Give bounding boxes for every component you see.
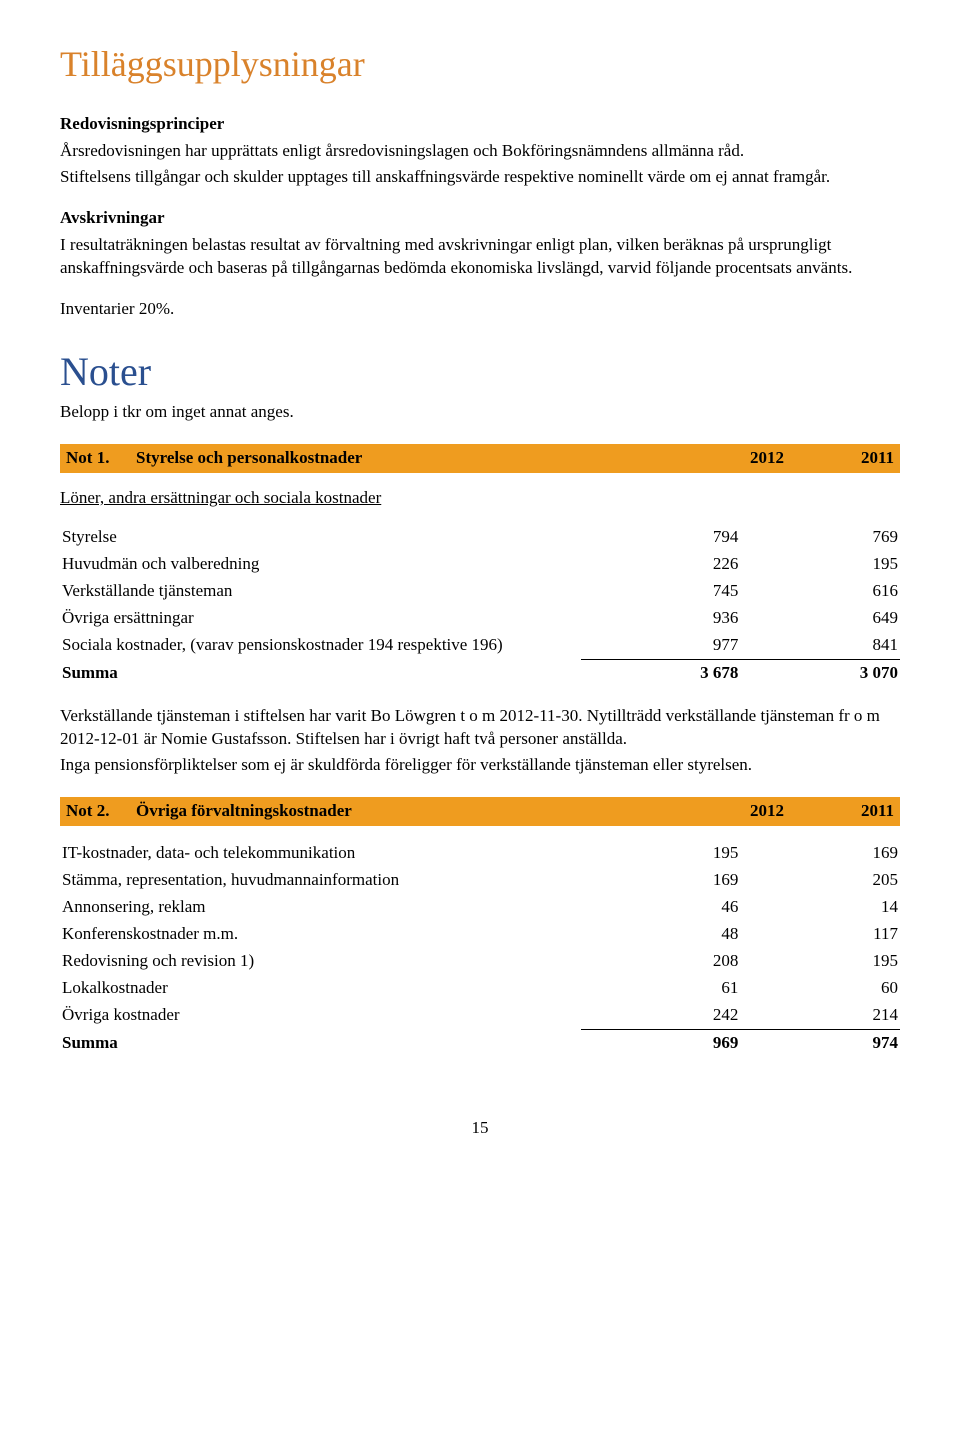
row-label: Redovisning och revision 1) [60,948,581,975]
row-val-b: 117 [740,921,900,948]
principles-heading: Redovisningsprinciper [60,113,900,136]
row-val-a: 242 [581,1002,741,1029]
note1-year2: 2011 [784,447,894,470]
row-val-b: 14 [740,894,900,921]
note2-title: Övriga förvaltningskostnader [136,800,674,823]
sum-label: Summa [60,659,581,686]
row-label: Övriga ersättningar [60,605,581,632]
table-row: Annonsering, reklam4614 [60,894,900,921]
row-val-b: 195 [740,948,900,975]
row-val-a: 936 [581,605,741,632]
principles-p2: Stiftelsens tillgångar och skulder uppta… [60,166,900,189]
table-row: Lokalkostnader6160 [60,975,900,1002]
note1-tag: Not 1. [66,447,136,470]
row-label: Övriga kostnader [60,1002,581,1029]
row-label: Sociala kostnader, (varav pensionskostna… [60,632,581,659]
row-val-b: 169 [740,840,900,867]
page-number: 15 [60,1117,900,1140]
note1-para2: Inga pensionsförpliktelser som ej är sku… [60,754,900,777]
noter-title: Noter [60,345,900,399]
noter-sub: Belopp i tkr om inget annat anges. [60,401,900,424]
row-label: Annonsering, reklam [60,894,581,921]
row-val-a: 745 [581,578,741,605]
table-row: Sociala kostnader, (varav pensionskostna… [60,632,900,659]
note1-subhead: Löner, andra ersättningar och sociala ko… [60,487,900,510]
sum-b: 3 070 [740,659,900,686]
table-sum-row: Summa969974 [60,1029,900,1056]
sum-a: 969 [581,1029,741,1056]
row-val-b: 205 [740,867,900,894]
sum-label: Summa [60,1029,581,1056]
row-val-b: 769 [740,524,900,551]
row-label: Styrelse [60,524,581,551]
row-val-b: 60 [740,975,900,1002]
table-sum-row: Summa3 6783 070 [60,659,900,686]
table-row: Redovisning och revision 1)208195 [60,948,900,975]
sum-a: 3 678 [581,659,741,686]
row-val-a: 169 [581,867,741,894]
page-title: Tilläggsupplysningar [60,40,900,89]
note1-table: Styrelse794769Huvudmän och valberedning2… [60,524,900,687]
row-val-a: 46 [581,894,741,921]
row-val-a: 977 [581,632,741,659]
table-row: Styrelse794769 [60,524,900,551]
row-val-a: 794 [581,524,741,551]
note2-year1: 2012 [674,800,784,823]
depreciation-heading: Avskrivningar [60,207,900,230]
principles-p1: Årsredovisningen har upprättats enligt å… [60,140,900,163]
depreciation-p2: Inventarier 20%. [60,298,900,321]
row-val-a: 61 [581,975,741,1002]
table-row: Stämma, representation, huvudmannainform… [60,867,900,894]
note2-table: IT-kostnader, data- och telekommunikatio… [60,840,900,1057]
table-row: Verkställande tjänsteman745616 [60,578,900,605]
note1-year1: 2012 [674,447,784,470]
table-row: Huvudmän och valberedning226195 [60,551,900,578]
table-row: IT-kostnader, data- och telekommunikatio… [60,840,900,867]
row-label: IT-kostnader, data- och telekommunikatio… [60,840,581,867]
note1-para1: Verkställande tjänsteman i stiftelsen ha… [60,705,900,751]
row-label: Verkställande tjänsteman [60,578,581,605]
table-row: Övriga ersättningar936649 [60,605,900,632]
row-val-b: 195 [740,551,900,578]
note1-header: Not 1. Styrelse och personalkostnader 20… [60,444,900,473]
note1-title: Styrelse och personalkostnader [136,447,674,470]
row-val-a: 226 [581,551,741,578]
row-label: Huvudmän och valberedning [60,551,581,578]
row-val-a: 195 [581,840,741,867]
row-val-b: 841 [740,632,900,659]
row-val-a: 208 [581,948,741,975]
row-val-b: 649 [740,605,900,632]
note2-tag: Not 2. [66,800,136,823]
note2-year2: 2011 [784,800,894,823]
row-val-b: 214 [740,1002,900,1029]
row-label: Lokalkostnader [60,975,581,1002]
row-label: Stämma, representation, huvudmannainform… [60,867,581,894]
row-label: Konferenskostnader m.m. [60,921,581,948]
table-row: Övriga kostnader242214 [60,1002,900,1029]
depreciation-p1: I resultaträkningen belastas resultat av… [60,234,900,280]
row-val-b: 616 [740,578,900,605]
note2-header: Not 2. Övriga förvaltningskostnader 2012… [60,797,900,826]
sum-b: 974 [740,1029,900,1056]
row-val-a: 48 [581,921,741,948]
table-row: Konferenskostnader m.m.48117 [60,921,900,948]
